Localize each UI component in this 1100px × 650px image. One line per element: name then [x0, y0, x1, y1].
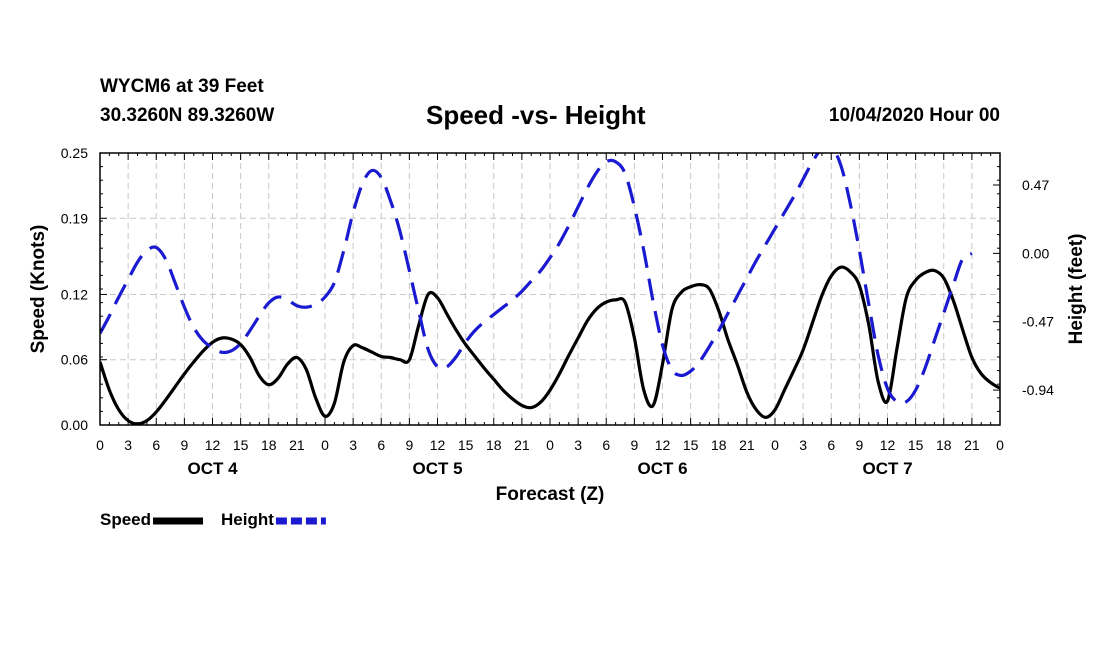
x-tick-label: 0 [771, 437, 779, 453]
x-tick-label: 0 [546, 437, 554, 453]
y-left-axis-label: Speed (Knots) [28, 225, 49, 354]
series-height-line [100, 153, 973, 405]
x-tick-label: 18 [261, 437, 277, 453]
x-tick-label: 0 [96, 437, 104, 453]
x-tick-label: 12 [205, 437, 221, 453]
x-tick-label: 12 [880, 437, 896, 453]
day-label: OCT 5 [412, 459, 462, 478]
x-tick-label: 9 [405, 437, 413, 453]
y-right-tick-label: 0.47 [1022, 177, 1049, 193]
coordinates-label: 30.3260N 89.3260W [100, 105, 275, 126]
x-tick-label: 12 [655, 437, 671, 453]
y-right-tick-label: 0.00 [1022, 245, 1049, 261]
y-left-tick-label: 0.00 [61, 417, 88, 433]
day-label: OCT 6 [637, 459, 687, 478]
y-left-tick-label: 0.25 [61, 145, 88, 161]
x-tick-label: 18 [936, 437, 952, 453]
station-label: WYCM6 at 39 Feet [100, 76, 264, 97]
y-left-tick-label: 0.12 [61, 286, 88, 302]
x-tick-label: 3 [574, 437, 582, 453]
x-tick-label: 15 [908, 437, 924, 453]
x-tick-label: 21 [739, 437, 755, 453]
x-tick-label: 18 [711, 437, 727, 453]
legend: Speed Height [100, 510, 326, 529]
x-axis-label: Forecast (Z) [496, 484, 605, 505]
y-right-axis-label: Height (feet) [1066, 234, 1087, 345]
x-tick-label: 9 [180, 437, 188, 453]
x-tick-label: 15 [683, 437, 699, 453]
x-tick-label: 21 [964, 437, 980, 453]
x-tick-label: 3 [799, 437, 807, 453]
x-tick-label: 6 [827, 437, 835, 453]
x-tick-label: 21 [514, 437, 530, 453]
y-left-tick-label: 0.19 [61, 210, 88, 226]
y-right-tick-label: -0.94 [1022, 382, 1054, 398]
x-tick-label: 12 [430, 437, 446, 453]
x-tick-label: 18 [486, 437, 502, 453]
x-tick-label: 15 [458, 437, 474, 453]
forecast-datestamp: 10/04/2020 Hour 00 [828, 105, 1000, 126]
y-left-tick-label: 0.06 [61, 352, 88, 368]
legend-label-speed: Speed [100, 510, 151, 529]
x-tick-label: 9 [630, 437, 638, 453]
day-label: OCT 4 [187, 459, 238, 478]
chart-title: Speed -vs- Height [426, 100, 646, 130]
y-right-tick-label: -0.47 [1022, 314, 1054, 330]
x-tick-label: 6 [152, 437, 160, 453]
x-tick-label: 15 [233, 437, 249, 453]
x-tick-label: 6 [377, 437, 385, 453]
x-tick-label: 9 [855, 437, 863, 453]
day-label: OCT 7 [862, 459, 912, 478]
x-tick-label: 3 [124, 437, 132, 453]
legend-label-height: Height [221, 510, 274, 529]
x-tick-label: 0 [996, 437, 1004, 453]
x-tick-label: 3 [349, 437, 357, 453]
x-tick-label: 21 [289, 437, 305, 453]
series-speed-line [100, 265, 1000, 425]
axes-layer: 0 3 6 9 12 15 18 21 0 3 6 9 12 15 18 21 0 3 6 9 12 15 18 21 0 3 6 9… [28, 145, 1087, 505]
series-layer [100, 153, 1000, 425]
x-tick-label: 0 [321, 437, 329, 453]
x-tick-label: 6 [602, 437, 610, 453]
